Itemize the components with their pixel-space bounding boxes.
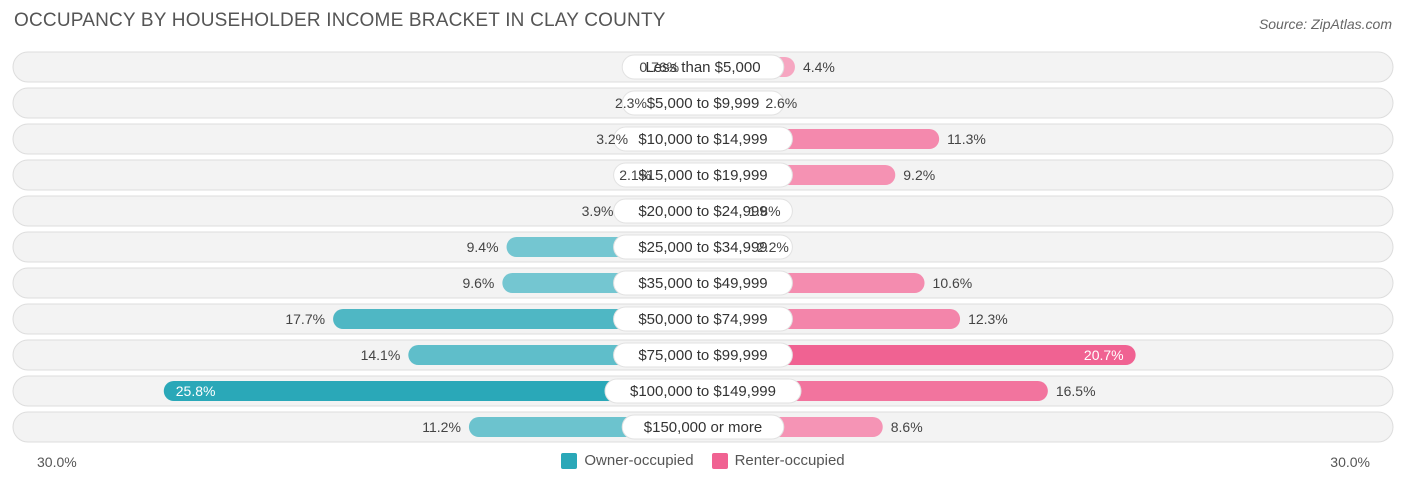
axis-left-label: 30.0% bbox=[37, 454, 77, 470]
value-label-renter: 2.6% bbox=[765, 95, 797, 111]
value-label-owner: 9.4% bbox=[467, 239, 499, 255]
value-label-renter: 2.2% bbox=[757, 239, 789, 255]
legend-item-owner[interactable]: Owner-occupied bbox=[561, 452, 694, 469]
value-label-renter: 16.5% bbox=[1056, 383, 1096, 399]
value-label-owner: 25.8% bbox=[176, 383, 216, 399]
chart-title: OCCUPANCY BY HOUSEHOLDER INCOME BRACKET … bbox=[14, 10, 666, 31]
value-label-owner: 17.7% bbox=[285, 311, 325, 327]
bar-owner bbox=[163, 381, 715, 401]
category-pill bbox=[613, 342, 793, 368]
legend-label-renter: Renter-occupied bbox=[734, 452, 845, 469]
category-pill bbox=[621, 90, 785, 116]
value-label-renter: 8.6% bbox=[891, 419, 923, 435]
category-label: Less than $5,000 bbox=[645, 59, 760, 76]
value-label-renter: 12.3% bbox=[968, 311, 1008, 327]
category-pill bbox=[613, 270, 793, 296]
chart-source: Source: ZipAtlas.com bbox=[1258, 16, 1392, 32]
axis-right-label: 30.0% bbox=[1330, 454, 1370, 470]
category-pill bbox=[604, 378, 802, 404]
value-label-renter: 10.6% bbox=[933, 275, 973, 291]
category-label: $20,000 to $24,999 bbox=[638, 203, 767, 220]
category-pill bbox=[613, 198, 793, 224]
bar-renter bbox=[691, 345, 1136, 365]
category-pill bbox=[621, 414, 785, 440]
category-label: $25,000 to $34,999 bbox=[638, 239, 767, 256]
legend-label-owner: Owner-occupied bbox=[584, 452, 694, 469]
value-label-renter: 9.2% bbox=[903, 167, 935, 183]
value-label-owner: 2.1% bbox=[619, 167, 651, 183]
value-label-renter: 20.7% bbox=[1084, 347, 1124, 363]
value-label-owner: 3.2% bbox=[596, 131, 628, 147]
category-pill bbox=[613, 162, 793, 188]
category-label: $50,000 to $74,999 bbox=[638, 311, 767, 328]
legend-swatch-renter bbox=[711, 452, 728, 469]
value-label-owner: 0.76% bbox=[639, 59, 679, 75]
category-label: $35,000 to $49,999 bbox=[638, 275, 767, 292]
value-label-renter: 11.3% bbox=[947, 131, 986, 147]
value-label-owner: 3.9% bbox=[582, 203, 614, 219]
legend-swatch-owner bbox=[561, 452, 578, 469]
category-label: $15,000 to $19,999 bbox=[638, 167, 767, 184]
category-pill bbox=[613, 306, 793, 332]
category-pill bbox=[621, 54, 785, 80]
category-label: $5,000 to $9,999 bbox=[647, 95, 760, 112]
category-label: $150,000 or more bbox=[644, 419, 762, 436]
value-label-owner: 9.6% bbox=[462, 275, 494, 291]
value-label-owner: 11.2% bbox=[422, 419, 461, 435]
value-label-owner: 2.3% bbox=[615, 95, 647, 111]
legend-item-renter[interactable]: Renter-occupied bbox=[711, 452, 845, 469]
category-pill bbox=[613, 126, 793, 152]
category-label: $75,000 to $99,999 bbox=[638, 347, 767, 364]
value-label-owner: 14.1% bbox=[361, 347, 401, 363]
legend: Owner-occupied Renter-occupied bbox=[0, 452, 1406, 469]
category-pill bbox=[613, 234, 793, 260]
category-label: $10,000 to $14,999 bbox=[638, 131, 767, 148]
value-label-renter: 1.8% bbox=[749, 203, 781, 219]
value-label-renter: 4.4% bbox=[803, 59, 835, 75]
category-label: $100,000 to $149,999 bbox=[630, 383, 776, 400]
